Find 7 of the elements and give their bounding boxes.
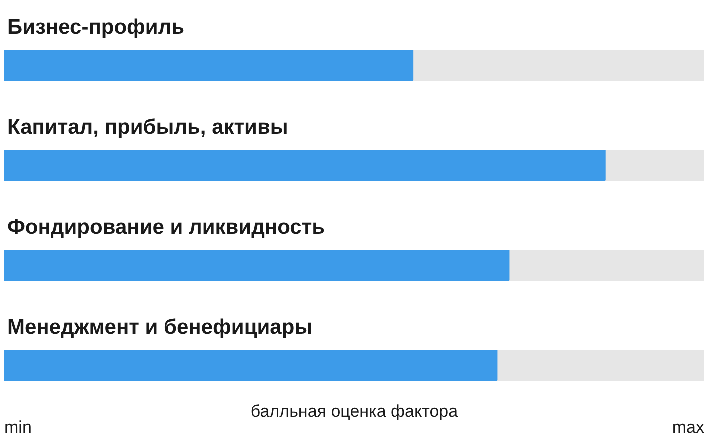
y-tick-label: Капитал, прибыль, активы (8, 116, 288, 139)
y-tick-label: Менеджмент и бенефициары (8, 316, 313, 339)
y-tick-label: Бизнес-профиль (8, 16, 185, 39)
y-tick-label: Фондирование и ликвидность (8, 216, 326, 239)
text: min (4, 418, 32, 437)
text: max (672, 418, 705, 437)
x-axis-title: балльная оценка фактора (250, 402, 459, 421)
